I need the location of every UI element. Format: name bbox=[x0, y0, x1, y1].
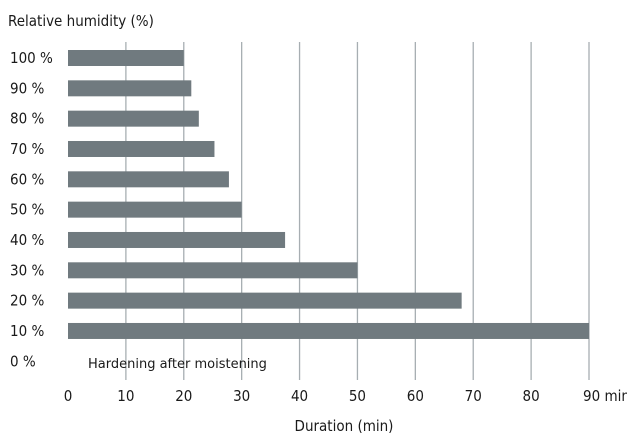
y-tick-label: 50 % bbox=[10, 201, 44, 219]
y-tick-label: 10 % bbox=[10, 322, 44, 340]
x-tick-label: 50 bbox=[349, 387, 366, 405]
bar bbox=[68, 201, 242, 218]
x-tick-label: 40 bbox=[291, 387, 308, 405]
y-tick-label: 80 % bbox=[10, 110, 44, 128]
x-tick-labels: 0 10 20 30 40 50 60 70 80 90 min bbox=[64, 387, 627, 405]
y-tick-label: 30 % bbox=[10, 261, 44, 279]
y-tick-label: 0 % bbox=[10, 352, 36, 370]
x-tick-label: 20 bbox=[175, 387, 192, 405]
x-tick-label: 90 min bbox=[583, 387, 627, 405]
y-tick-labels: 100 % 90 % 80 % 70 % 60 % 50 % 40 % 30 % 20 % 10 … bbox=[10, 49, 53, 370]
bar bbox=[68, 50, 184, 66]
x-tick-label: 0 bbox=[64, 387, 73, 405]
y-tick-label: 100 % bbox=[10, 49, 53, 67]
y-tick-label: 40 % bbox=[10, 231, 44, 249]
y-tick-label: 20 % bbox=[10, 292, 44, 310]
y-tick-label: 60 % bbox=[10, 170, 44, 188]
y-tick-label: 90 % bbox=[10, 79, 44, 97]
bar bbox=[68, 171, 229, 188]
x-tick-label: 70 bbox=[465, 387, 482, 405]
x-tick-label: 30 bbox=[233, 387, 250, 405]
x-tick-label: 80 bbox=[523, 387, 540, 405]
y-tick-label: 70 % bbox=[10, 140, 44, 158]
y-axis-label: Relative humidity (%) bbox=[8, 12, 154, 30]
bars bbox=[68, 50, 589, 339]
bar bbox=[68, 110, 199, 127]
x-tick-label: 10 bbox=[117, 387, 134, 405]
bar bbox=[68, 80, 192, 97]
annotation-hardening: Hardening after moistening bbox=[88, 357, 267, 372]
bar bbox=[68, 262, 358, 279]
bar bbox=[68, 140, 215, 157]
bar bbox=[68, 231, 286, 248]
bar bbox=[68, 292, 462, 309]
bar bbox=[68, 322, 589, 339]
x-tick-label: 60 bbox=[407, 387, 424, 405]
x-axis-label: Duration (min) bbox=[295, 417, 394, 435]
grid-lines bbox=[125, 42, 590, 380]
